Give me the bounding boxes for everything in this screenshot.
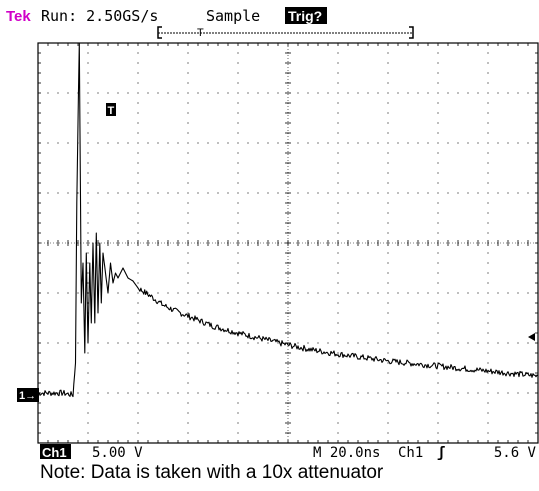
- time-per-division: M 20.0ns: [313, 445, 380, 461]
- trigger-slope-icon: ʃ: [437, 445, 445, 461]
- channel-ground-marker-box: [17, 388, 39, 402]
- graticule: [37, 42, 539, 444]
- channel-ground-marker: 1→: [19, 390, 36, 402]
- ch1-waveform: [37, 42, 539, 398]
- channel-label-box: [40, 444, 71, 459]
- channel-label: Ch1: [42, 445, 67, 460]
- record-trigger-marker: T: [197, 27, 204, 39]
- trigger-status: Trig?: [288, 8, 322, 24]
- run-status: Run: 2.50GS/s: [41, 7, 158, 25]
- attenuator-note: Note: Data is taken with a 10x attenuato…: [40, 462, 384, 483]
- volts-per-division: 5.00 V: [92, 445, 143, 461]
- acquisition-mode: Sample: [206, 7, 260, 25]
- brand-label: Tek: [6, 8, 31, 25]
- trigger-level-arrow: [528, 333, 535, 341]
- svg-text:T: T: [108, 105, 115, 117]
- trigger-status-box: [285, 7, 327, 24]
- record-position-bracket: [157, 26, 414, 39]
- trigger-source: Ch1: [398, 445, 423, 461]
- trigger-position-marker: T: [106, 103, 116, 117]
- trigger-level: 5.6 V: [494, 445, 537, 461]
